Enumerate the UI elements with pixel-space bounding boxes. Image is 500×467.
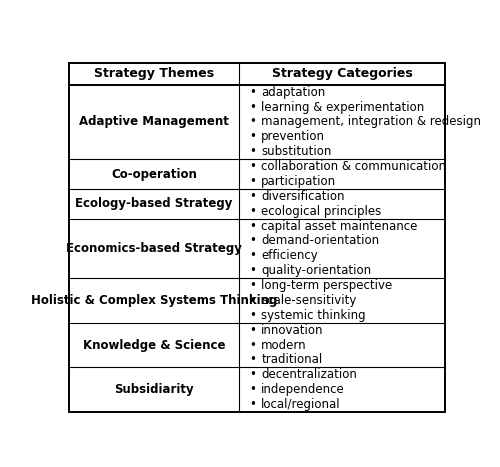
- Text: •: •: [249, 354, 256, 367]
- Text: •: •: [249, 398, 256, 411]
- Text: •: •: [249, 294, 256, 307]
- Text: prevention: prevention: [262, 130, 326, 143]
- Text: scale-sensitivity: scale-sensitivity: [262, 294, 356, 307]
- Text: Adaptive Management: Adaptive Management: [79, 115, 229, 128]
- Text: long-term perspective: long-term perspective: [262, 279, 392, 292]
- Text: •: •: [249, 115, 256, 128]
- Text: •: •: [249, 264, 256, 277]
- Text: •: •: [249, 205, 256, 218]
- Text: •: •: [249, 234, 256, 248]
- Text: diversification: diversification: [262, 190, 345, 203]
- Text: •: •: [249, 339, 256, 352]
- Text: traditional: traditional: [262, 354, 322, 367]
- Text: ecological principles: ecological principles: [262, 205, 382, 218]
- Text: management, integration & redesign: management, integration & redesign: [262, 115, 482, 128]
- Text: Holistic & Complex Systems Thinking: Holistic & Complex Systems Thinking: [31, 294, 278, 307]
- Text: •: •: [249, 86, 256, 99]
- Text: Co-operation: Co-operation: [111, 168, 197, 181]
- Text: •: •: [249, 309, 256, 322]
- Text: collaboration & communication: collaboration & communication: [262, 160, 446, 173]
- Text: innovation: innovation: [262, 324, 324, 337]
- Text: •: •: [249, 383, 256, 396]
- Text: substitution: substitution: [262, 145, 332, 158]
- Text: independence: independence: [262, 383, 345, 396]
- Text: •: •: [249, 100, 256, 113]
- Text: Strategy Categories: Strategy Categories: [272, 67, 412, 80]
- Text: •: •: [249, 279, 256, 292]
- Text: •: •: [249, 175, 256, 188]
- Text: decentralization: decentralization: [262, 368, 357, 382]
- Text: participation: participation: [262, 175, 336, 188]
- Text: •: •: [249, 160, 256, 173]
- Text: •: •: [249, 219, 256, 233]
- Text: demand-orientation: demand-orientation: [262, 234, 380, 248]
- Text: local/regional: local/regional: [262, 398, 341, 411]
- Text: efficiency: efficiency: [262, 249, 318, 262]
- Text: quality-orientation: quality-orientation: [262, 264, 372, 277]
- Text: Knowledge & Science: Knowledge & Science: [83, 339, 226, 352]
- Text: learning & experimentation: learning & experimentation: [262, 100, 424, 113]
- Text: •: •: [249, 145, 256, 158]
- Text: Strategy Themes: Strategy Themes: [94, 67, 214, 80]
- Text: Subsidiarity: Subsidiarity: [114, 383, 194, 396]
- Text: •: •: [249, 249, 256, 262]
- Text: systemic thinking: systemic thinking: [262, 309, 366, 322]
- Text: •: •: [249, 368, 256, 382]
- Text: Economics-based Strategy: Economics-based Strategy: [66, 242, 242, 255]
- Text: •: •: [249, 130, 256, 143]
- Text: Ecology-based Strategy: Ecology-based Strategy: [76, 197, 233, 210]
- Text: capital asset maintenance: capital asset maintenance: [262, 219, 418, 233]
- Text: •: •: [249, 190, 256, 203]
- Text: •: •: [249, 324, 256, 337]
- Text: adaptation: adaptation: [262, 86, 326, 99]
- Text: modern: modern: [262, 339, 307, 352]
